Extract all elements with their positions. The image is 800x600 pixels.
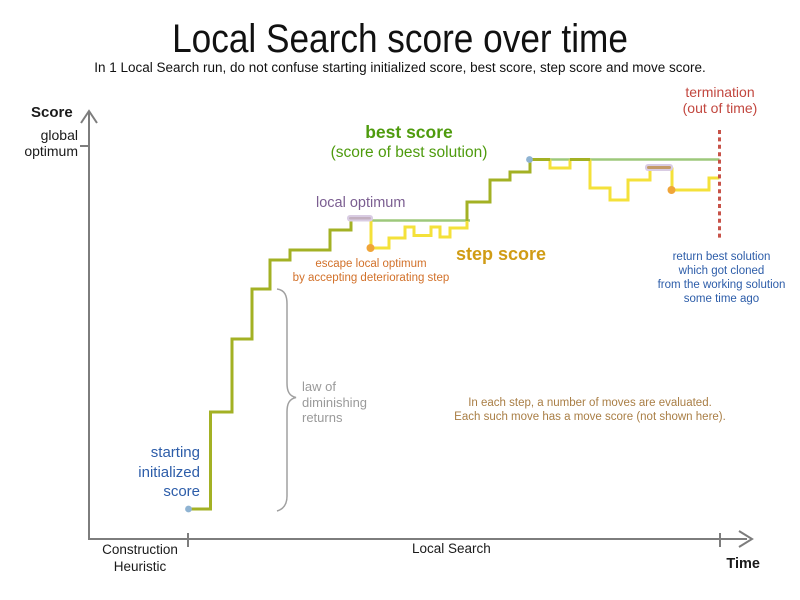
local-optimum-marker-core	[349, 217, 371, 220]
x-axis-arrowhead	[738, 530, 754, 548]
diminishing-returns-brace	[276, 288, 297, 512]
score-axis-label: Score	[31, 104, 73, 121]
combined-score-climb-1	[188, 218, 371, 511]
step-score-label: step score	[456, 244, 547, 264]
y-axis-arrowhead	[80, 109, 98, 124]
deteriorating-step-dot-1	[366, 244, 375, 252]
step-score-line-right	[588, 159, 720, 202]
best-score-title: best score	[365, 122, 453, 142]
termination-label: termination (out of time)	[620, 84, 800, 116]
page-subtitle: In 1 Local Search run, do not confuse st…	[94, 60, 706, 75]
local-search-label: Local Search	[412, 541, 491, 556]
deteriorating-step-dot-2	[667, 186, 676, 194]
starting-score-dot	[185, 505, 192, 513]
law-of-diminishing-returns-label: law of diminishing returns	[302, 379, 368, 425]
combined-score-climb-2	[465, 158, 550, 221]
best-solution-found-dot	[526, 156, 533, 163]
best-score-label: best score (score of best solution)	[309, 122, 509, 162]
return-best-solution-note: return best solution which got cloned fr…	[657, 251, 786, 305]
starting-initialized-score-label: starting initialized score	[138, 444, 200, 500]
termination-line-2: (out of time)	[682, 100, 758, 116]
move-score-note: In each step, a number of moves are eval…	[454, 397, 726, 423]
global-optimum-label: global optimum	[24, 127, 78, 159]
escape-local-optimum-note: escape local optimum by accepting deteri…	[292, 258, 450, 284]
termination-line-1: termination	[685, 84, 755, 100]
page-title: Local Search score over time	[172, 17, 628, 61]
best-score-subtitle: (score of best solution)	[330, 144, 488, 161]
local-optimum-label: local optimum	[316, 195, 406, 211]
second-local-optimum-marker-core	[647, 166, 671, 169]
time-axis-label: Time	[726, 556, 760, 572]
step-score-dip	[548, 159, 572, 170]
construction-heuristic-label: Construction Heuristic	[102, 542, 178, 574]
step-score-line-middle	[369, 220, 469, 250]
